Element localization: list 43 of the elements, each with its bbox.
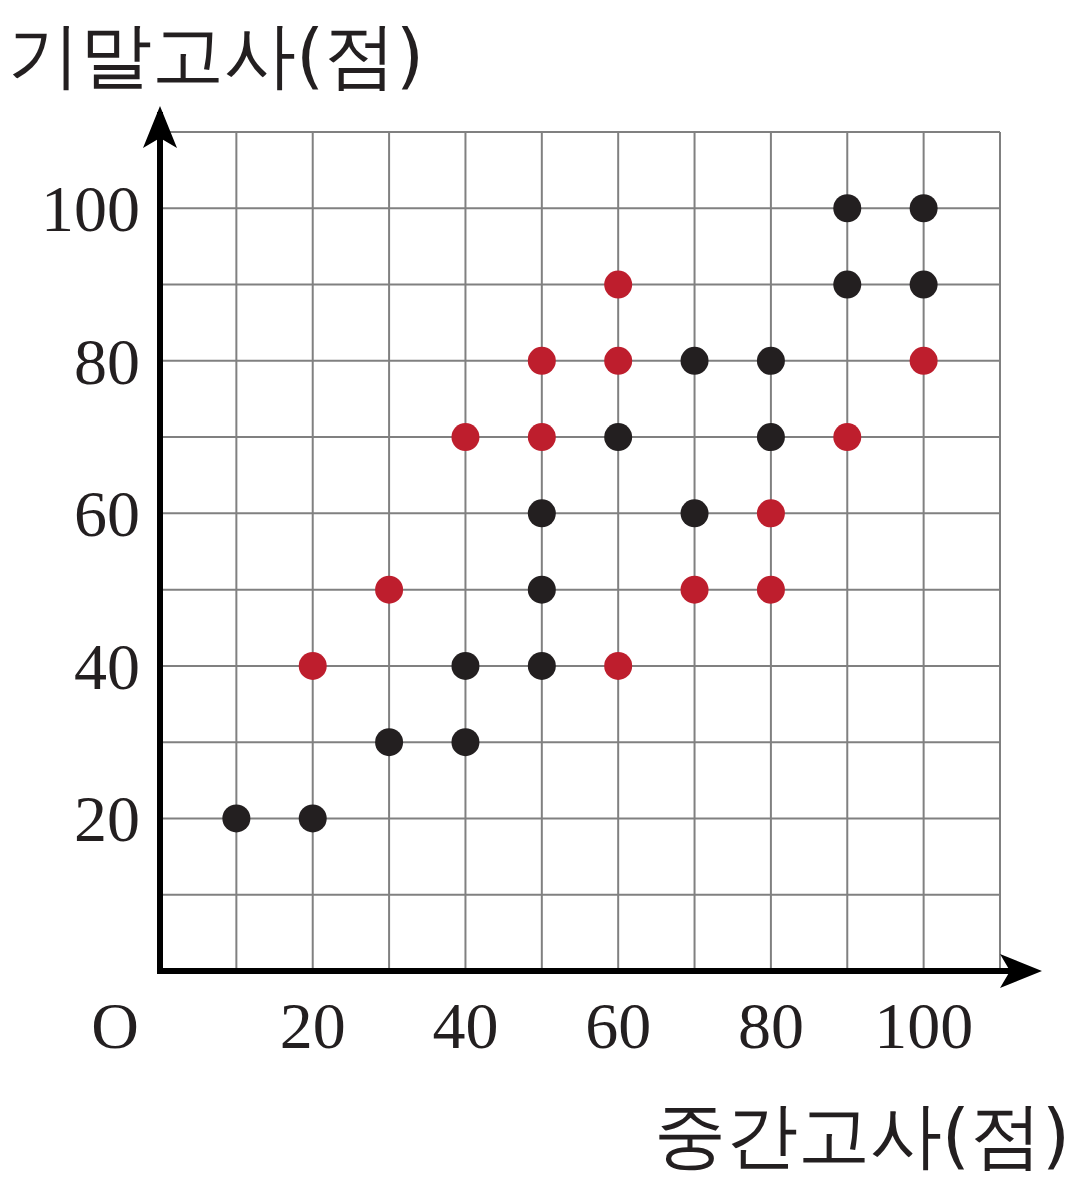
point (527, 651, 556, 680)
point (604, 270, 633, 299)
point (680, 346, 709, 375)
x-tick-label: 100 (874, 989, 974, 1062)
x-tick-label: 60 (585, 989, 652, 1062)
point (756, 575, 785, 604)
point (527, 575, 556, 604)
point (451, 651, 480, 680)
point (909, 346, 938, 375)
point (604, 423, 633, 452)
x-tick-label: 20 (279, 989, 346, 1062)
point (756, 499, 785, 528)
point (451, 728, 480, 757)
text: O (91, 989, 139, 1062)
point (833, 194, 862, 223)
point (375, 728, 404, 757)
y-tick-label: 60 (74, 477, 140, 551)
y-tick-label: 20 (74, 782, 140, 856)
point (680, 499, 709, 528)
point (604, 651, 633, 680)
point (222, 804, 251, 833)
point (909, 270, 938, 299)
x-tick-label: 40 (432, 989, 499, 1062)
point (298, 804, 327, 833)
point (375, 575, 404, 604)
y-axis-title: 기말고사(점) (8, 13, 425, 97)
point (756, 346, 785, 375)
x-tick-label: 80 (737, 989, 804, 1062)
point (527, 346, 556, 375)
point (833, 423, 862, 452)
point (680, 575, 709, 604)
point (298, 651, 327, 680)
point (909, 194, 938, 223)
point (604, 346, 633, 375)
y-tick-label: 100 (41, 172, 140, 246)
point (451, 423, 480, 452)
x-axis-title: 중간고사(점) (653, 1093, 1070, 1177)
point (833, 270, 862, 299)
y-tick-label: 40 (74, 629, 140, 703)
point (527, 423, 556, 452)
y-tick-label: 80 (74, 324, 140, 398)
point (756, 423, 785, 452)
point (527, 499, 556, 528)
